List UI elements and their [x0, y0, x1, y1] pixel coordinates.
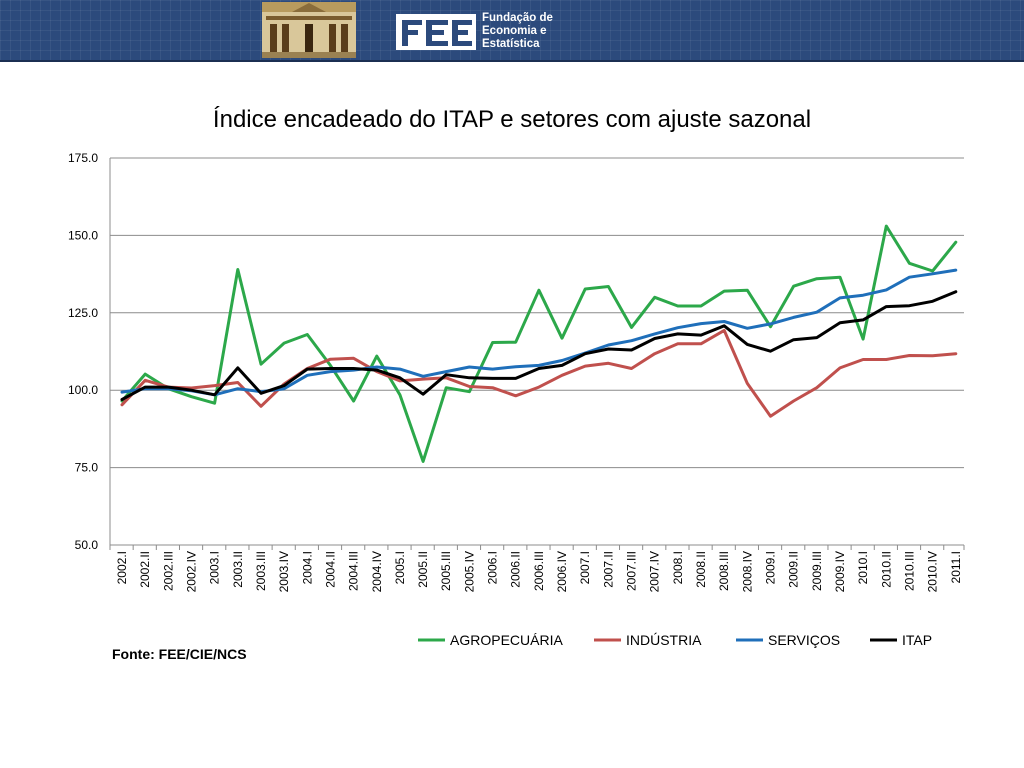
legend-label: ITAP: [902, 632, 932, 648]
x-tick-label: 2003.II: [231, 551, 245, 588]
logo-line-1: Fundação de: [482, 12, 553, 24]
x-tick-label: 2010.IV: [926, 551, 940, 592]
logo-text: Fundação de Economia e Estatística: [482, 12, 553, 51]
x-tick-label: 2006.III: [532, 551, 546, 591]
x-tick-label: 2006.IV: [555, 551, 569, 592]
x-tick-label: 2005.IV: [462, 551, 476, 592]
fee-logo: [396, 14, 476, 50]
chart-title: Índice encadeado do ITAP e setores com a…: [212, 106, 812, 133]
x-tick-label: 2004.IV: [370, 551, 384, 592]
y-tick-label: 100.0: [68, 383, 98, 397]
y-tick-label: 75.0: [75, 461, 99, 475]
source-note: Fonte: FEE/CIE/NCS: [112, 646, 247, 662]
x-tick-label: 2002.II: [138, 551, 152, 588]
y-tick-label: 125.0: [68, 306, 98, 320]
x-tick-label: 2003.IV: [277, 551, 291, 592]
legend-label: SERVIÇOS: [768, 632, 840, 648]
x-tick-label: 2003.III: [254, 551, 268, 591]
x-tick-label: 2007.II: [601, 551, 615, 588]
x-tick-label: 2002.III: [161, 551, 175, 591]
x-tick-label: 2007.III: [625, 551, 639, 591]
x-tick-label: 2008.II: [694, 551, 708, 588]
series-line-agropecuária: [120, 224, 958, 463]
x-tick-label: 2010.II: [879, 551, 893, 588]
x-tick-label: 2008.III: [717, 551, 731, 591]
x-tick-label: 2009.III: [810, 551, 824, 591]
building-icon: [262, 2, 356, 58]
x-tick-label: 2007.IV: [648, 551, 662, 592]
x-tick-label: 2004.III: [347, 551, 361, 591]
legend-label: AGROPECUÁRIA: [450, 632, 563, 648]
y-tick-label: 150.0: [68, 228, 98, 242]
y-tick-label: 50.0: [75, 538, 99, 552]
x-tick-label: 2008.I: [671, 551, 685, 584]
x-tick-label: 2004.I: [300, 551, 314, 584]
x-tick-label: 2009.I: [763, 551, 777, 584]
logo-line-2: Economia e: [482, 25, 547, 37]
header-banner: Fundação de Economia e Estatística: [0, 0, 1024, 62]
logo-line-3: Estatística: [482, 38, 540, 50]
x-tick-label: 2002.I: [115, 551, 129, 584]
x-tick-label: 2008.IV: [740, 551, 754, 592]
x-tick-label: 2002.IV: [184, 551, 198, 592]
x-tick-label: 2003.I: [208, 551, 222, 584]
series-line-itap: [120, 290, 958, 401]
series-line-indústria: [120, 328, 958, 418]
x-tick-label: 2011.I: [949, 551, 963, 583]
x-tick-label: 2005.I: [393, 551, 407, 584]
x-tick-label: 2006.II: [509, 551, 523, 588]
y-tick-label: 175.0: [68, 151, 98, 165]
x-tick-label: 2004.II: [323, 551, 337, 588]
x-tick-label: 2005.II: [416, 551, 430, 588]
x-tick-label: 2005.III: [439, 551, 453, 591]
x-tick-label: 2009.IV: [833, 551, 847, 592]
x-tick-label: 2010.III: [902, 551, 916, 591]
legend-label: INDÚSTRIA: [626, 632, 702, 648]
x-tick-label: 2006.I: [486, 551, 500, 584]
x-tick-label: 2009.II: [787, 551, 801, 588]
x-tick-label: 2010.I: [856, 551, 870, 584]
x-tick-label: 2007.I: [578, 551, 592, 584]
